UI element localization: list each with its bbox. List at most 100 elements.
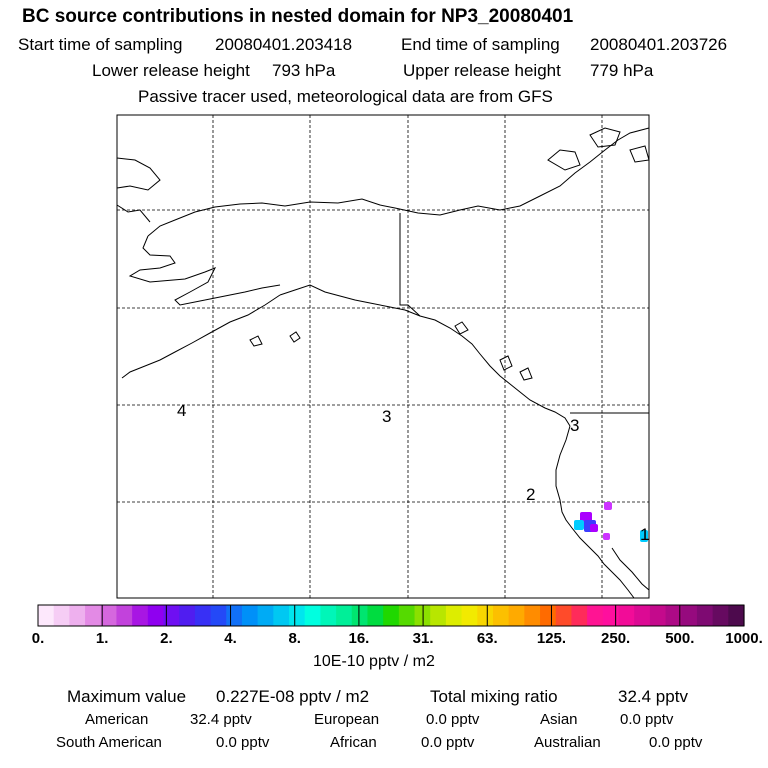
upper-height-value: 779 hPa xyxy=(590,61,654,80)
graticule xyxy=(117,115,649,598)
color-bar-cell xyxy=(226,605,243,626)
color-bar-cell xyxy=(336,605,353,626)
source-value-asian: 0.0 pptv xyxy=(620,711,674,728)
region-label-3a: 3 xyxy=(382,407,391,426)
color-bar-cell xyxy=(289,605,306,626)
color-bar-cell xyxy=(618,605,635,626)
source-value-african: 0.0 pptv xyxy=(421,734,475,751)
region-label-3b: 3 xyxy=(570,416,579,435)
color-bar-cell xyxy=(351,605,369,626)
color-bar-cell xyxy=(320,605,337,626)
color-bar-cell xyxy=(477,605,494,626)
color-bar-cell xyxy=(367,605,384,626)
color-bar-tick-label: 16. xyxy=(348,630,370,647)
color-bar-tick-label: 4. xyxy=(224,630,237,647)
region-label-2: 2 xyxy=(526,485,535,504)
end-time-label: End time of sampling xyxy=(401,35,560,54)
upper-height-label: Upper release height xyxy=(403,61,561,80)
color-bar-cell xyxy=(69,605,86,626)
color-bar-cell xyxy=(53,605,70,626)
color-bar-cell xyxy=(116,605,133,626)
plume-cell xyxy=(603,533,610,540)
max-value-label: Maximum value xyxy=(67,687,187,706)
color-bar-tick-label: 63. xyxy=(476,630,498,647)
color-bar-cell xyxy=(430,605,447,626)
plume-concentration xyxy=(574,502,648,542)
color-bar-tick-label: 250. xyxy=(601,630,631,647)
color-bar-cell xyxy=(681,605,698,626)
color-bar-cell xyxy=(712,605,729,626)
color-bar-cell xyxy=(85,605,102,626)
source-name-african: African xyxy=(330,734,377,751)
color-bar-cell xyxy=(383,605,400,626)
color-bar-cell xyxy=(163,605,180,626)
color-bar-cell xyxy=(194,605,212,626)
plume-cell xyxy=(580,512,592,522)
color-bar-cell xyxy=(179,605,196,626)
source-value-australian: 0.0 pptv xyxy=(649,734,703,751)
color-bar-cell xyxy=(555,605,573,626)
color-bar-tick-label: 1. xyxy=(95,630,109,647)
color-bar-cell xyxy=(100,605,118,626)
color-bar-cell xyxy=(634,605,651,626)
coastlines xyxy=(116,127,650,599)
color-bar-frame xyxy=(37,604,745,627)
color-bar-cell xyxy=(571,605,588,626)
plume-cell xyxy=(574,520,584,530)
color-bar-cell xyxy=(587,605,604,626)
plume-cell xyxy=(640,530,648,542)
source-name-south-american: South American xyxy=(56,734,162,751)
color-bar-cell xyxy=(210,605,227,626)
end-time-value: 20080401.203726 xyxy=(590,35,728,54)
color-bar-tick-label: 31. xyxy=(412,630,434,647)
color-bar-cell xyxy=(728,605,745,626)
tracer-note: Passive tracer used, meteorological data… xyxy=(138,87,553,106)
color-bar-cell xyxy=(524,605,541,626)
political-borders xyxy=(399,213,649,414)
color-bar-cell xyxy=(665,605,682,626)
color-bar-cell xyxy=(304,605,321,626)
source-name-asian: Asian xyxy=(540,711,578,728)
source-name-european: European xyxy=(314,711,380,728)
region-label-4: 4 xyxy=(177,401,186,420)
plot-title: BC source contributions in nested domain… xyxy=(22,6,574,27)
source-name-australian: Australian xyxy=(534,734,601,751)
color-bar-tick-label: 125. xyxy=(536,630,567,647)
color-bar-tick-label: 1000. xyxy=(725,630,763,647)
max-value: 0.227E-08 pptv / m2 xyxy=(216,687,370,706)
color-bar-cell xyxy=(445,605,463,626)
color-bar-cell xyxy=(492,605,510,626)
source-value-american: 32.4 pptv xyxy=(190,711,252,728)
source-value-south-american: 0.0 pptv xyxy=(216,734,270,751)
region-label-1: 1 xyxy=(640,525,649,544)
color-bar-cell xyxy=(649,605,667,626)
source-name-american: American xyxy=(85,711,149,728)
color-bar-tick-label: 8. xyxy=(288,630,301,647)
color-bar-cell xyxy=(696,605,714,626)
lower-height-value: 793 hPa xyxy=(272,61,336,80)
plume-cell xyxy=(604,502,612,510)
start-time-value: 20080401.203418 xyxy=(215,35,353,54)
map-frame xyxy=(116,114,650,599)
color-bar-cell xyxy=(398,605,416,626)
total-mixing-label: Total mixing ratio xyxy=(430,687,558,706)
color-bar-tick-label: 0. xyxy=(31,630,45,647)
color-bar-tick-label: 500. xyxy=(665,630,695,647)
plume-cell xyxy=(590,524,598,532)
color-bar-cell xyxy=(508,605,525,626)
color-bar-cell xyxy=(132,605,149,626)
color-bar-cell xyxy=(241,605,259,626)
source-value-european: 0.0 pptv xyxy=(426,711,480,728)
color-bar-cell xyxy=(257,605,274,626)
color-bar-cell xyxy=(602,605,620,626)
color-bar-cell xyxy=(461,605,478,626)
color-bar-units: 10E-10 pptv / m2 xyxy=(313,653,435,670)
start-time-label: Start time of sampling xyxy=(18,35,183,54)
color-bar-cell xyxy=(540,605,557,626)
lower-height-label: Lower release height xyxy=(92,61,250,80)
color-bar-cell xyxy=(147,605,165,626)
color-bar-cell xyxy=(273,605,290,626)
color-bar-cell xyxy=(38,605,55,626)
